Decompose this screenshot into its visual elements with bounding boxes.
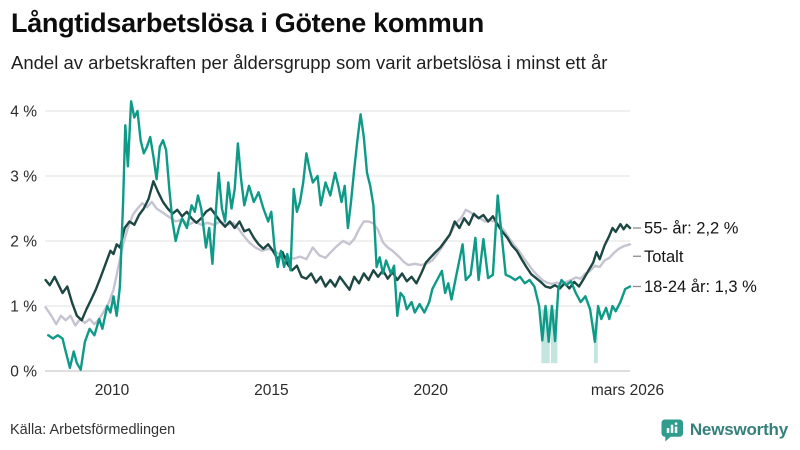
newsworthy-logo[interactable]: Newsworthy [661,418,788,442]
page-subtitle: Andel av arbetskraften per åldersgrupp s… [11,51,608,73]
brand-name: Newsworthy [689,420,788,439]
bar-chart-speech-bubble-icon [661,419,683,442]
x-tick-label: mars 2026 [591,382,664,399]
bar-3 [674,426,678,433]
source-note: Källa: Arbetsförmedlingen [10,422,176,438]
series-line-55 [44,179,632,322]
y-tick-label: 1 % [10,298,37,315]
y-tick-label: 3 % [10,168,37,185]
dot [674,422,678,426]
series-line-18-24 [47,99,632,371]
chart-canvas: 0 % 1 % 2 % 3 % 4 % 2010 2015 2020 mars 2026 Tota… [10,99,757,399]
page-title: Långtidsarbetslösa i Götene kommun [11,8,484,38]
series-end-label-18-24: 18-24 år: 1,3 % [644,278,757,296]
y-tick-label: 4 % [10,103,37,120]
uncertainty-band [541,309,550,363]
y-tick-label: 0 % [10,363,37,380]
series-end-label-totalt: Totalt [644,248,684,266]
series-line-totalt [44,200,632,327]
chart-header: Långtidsarbetslösa i Götene kommun Andel… [0,0,800,74]
x-tick-label: 2010 [95,382,130,399]
x-tick-label: 2015 [254,382,288,399]
uncertainty-band [593,322,598,363]
series-end-label-55: 55- år: 2,2 % [644,219,739,237]
line-chart: 0 % 1 % 2 % 3 % 4 % 2010 2015 2020 mars 2026 Tota… [0,77,800,407]
chart-footer: Källa: Arbetsförmedlingen Newsworthy [0,416,800,450]
bar-1 [666,428,670,433]
x-tick-label: 2020 [414,382,449,399]
y-tick-label: 2 % [10,233,37,250]
bar-2 [670,424,674,433]
